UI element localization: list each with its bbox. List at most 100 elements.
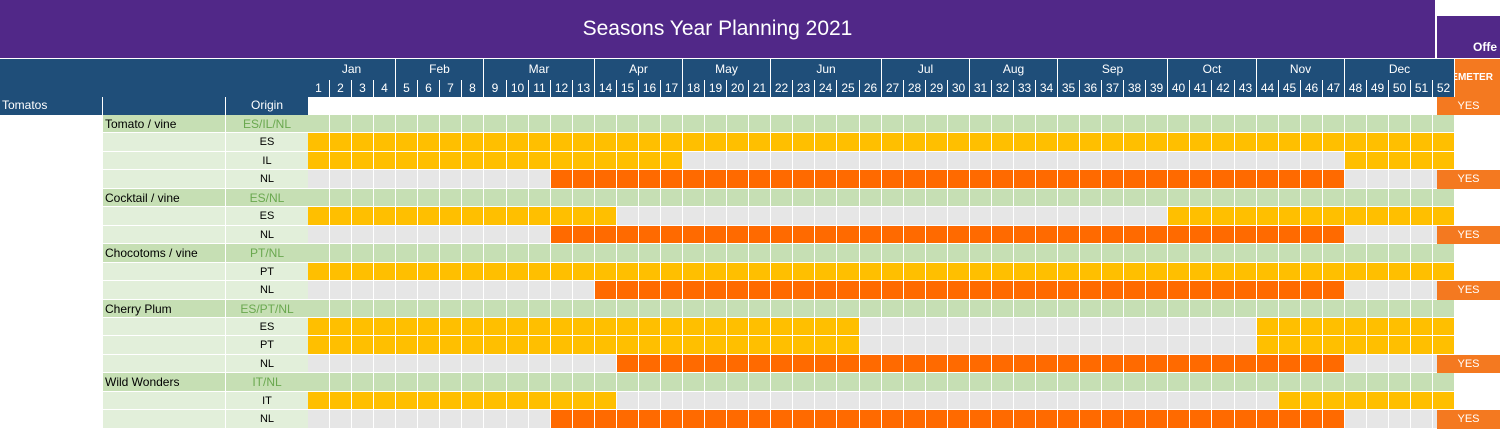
week-cell[interactable] [1058,355,1080,373]
week-cell[interactable] [595,152,617,170]
week-cell[interactable] [992,152,1014,170]
week-cell[interactable] [970,300,992,318]
week-cell[interactable] [860,244,882,263]
week-cell[interactable] [882,226,904,244]
week-cell[interactable] [683,281,705,300]
week-cell[interactable] [661,226,683,244]
week-cell[interactable] [948,170,970,189]
week-cell[interactable] [793,133,815,152]
week-cell[interactable] [352,115,374,133]
week-cell[interactable] [617,226,639,244]
week-cell[interactable] [749,115,771,133]
week-cell[interactable] [771,392,793,410]
week-cell[interactable] [992,133,1014,152]
week-cell[interactable] [926,281,948,300]
week-cell[interactable] [1058,300,1080,318]
week-cell[interactable] [904,336,926,355]
week-cell[interactable] [1279,410,1301,429]
week-cell[interactable] [595,170,617,189]
week-cell[interactable] [860,152,882,170]
week-cell[interactable] [1323,318,1345,336]
week-cell[interactable] [860,115,882,133]
week-cell[interactable] [837,244,860,263]
week-cell[interactable] [926,207,948,226]
week-cell[interactable] [1323,336,1345,355]
week-cell[interactable] [1124,133,1146,152]
week-cell[interactable] [1345,263,1367,281]
week-cell[interactable] [926,318,948,336]
week-cell[interactable] [1036,152,1058,170]
week-cell[interactable] [1124,189,1146,207]
week-cell[interactable] [727,318,749,336]
week-cell[interactable] [661,152,683,170]
week-cell[interactable] [1058,152,1080,170]
week-cell[interactable] [1212,300,1235,318]
week-cell[interactable] [1212,244,1235,263]
week-cell[interactable] [970,152,992,170]
week-cell[interactable] [374,133,396,152]
week-cell[interactable] [749,152,771,170]
week-cell[interactable] [418,263,440,281]
week-cell[interactable] [1411,152,1433,170]
week-cell[interactable] [551,318,573,336]
week-cell[interactable] [1367,318,1389,336]
week-cell[interactable] [771,152,793,170]
week-cell[interactable] [771,318,793,336]
week-cell[interactable] [1323,392,1345,410]
week-cell[interactable] [705,300,727,318]
week-cell[interactable] [573,336,595,355]
week-cell[interactable] [529,410,551,429]
week-cell[interactable] [440,318,462,336]
week-cell[interactable] [1301,318,1323,336]
week-cell[interactable] [1014,207,1036,226]
week-cell[interactable] [484,244,507,263]
week-cell[interactable] [440,300,462,318]
week-cell[interactable] [330,373,352,392]
week-cell[interactable] [815,115,837,133]
week-cell[interactable] [1389,189,1411,207]
week-cell[interactable] [573,115,595,133]
week-cell[interactable] [1124,281,1146,300]
week-cell[interactable] [727,300,749,318]
week-cell[interactable] [1235,336,1257,355]
week-cell[interactable] [1102,152,1124,170]
week-cell[interactable] [926,300,948,318]
week-cell[interactable] [573,392,595,410]
week-cell[interactable] [1190,152,1212,170]
week-cell[interactable] [1235,373,1257,392]
week-cell[interactable] [793,207,815,226]
week-cell[interactable] [484,226,507,244]
week-cell[interactable] [860,410,882,429]
week-cell[interactable] [970,355,992,373]
week-cell[interactable] [330,300,352,318]
week-cell[interactable] [705,392,727,410]
week-cell[interactable] [529,189,551,207]
week-cell[interactable] [705,189,727,207]
week-cell[interactable] [396,392,418,410]
week-cell[interactable] [1168,152,1190,170]
week-cell[interactable] [1014,152,1036,170]
week-cell[interactable] [1279,152,1301,170]
week-cell[interactable] [882,392,904,410]
week-cell[interactable] [639,189,661,207]
week-cell[interactable] [1190,355,1212,373]
week-cell[interactable] [1433,392,1455,410]
week-cell[interactable] [1345,300,1367,318]
week-cell[interactable] [904,410,926,429]
week-cell[interactable] [484,355,507,373]
week-cell[interactable] [1212,170,1235,189]
week-cell[interactable] [529,170,551,189]
week-cell[interactable] [1279,336,1301,355]
week-cell[interactable] [573,133,595,152]
week-cell[interactable] [749,355,771,373]
week-cell[interactable] [683,152,705,170]
week-cell[interactable] [617,336,639,355]
week-cell[interactable] [440,170,462,189]
week-cell[interactable] [529,133,551,152]
week-cell[interactable] [507,410,529,429]
week-cell[interactable] [639,244,661,263]
week-cell[interactable] [793,336,815,355]
week-cell[interactable] [484,133,507,152]
week-cell[interactable] [992,355,1014,373]
week-cell[interactable] [1389,336,1411,355]
